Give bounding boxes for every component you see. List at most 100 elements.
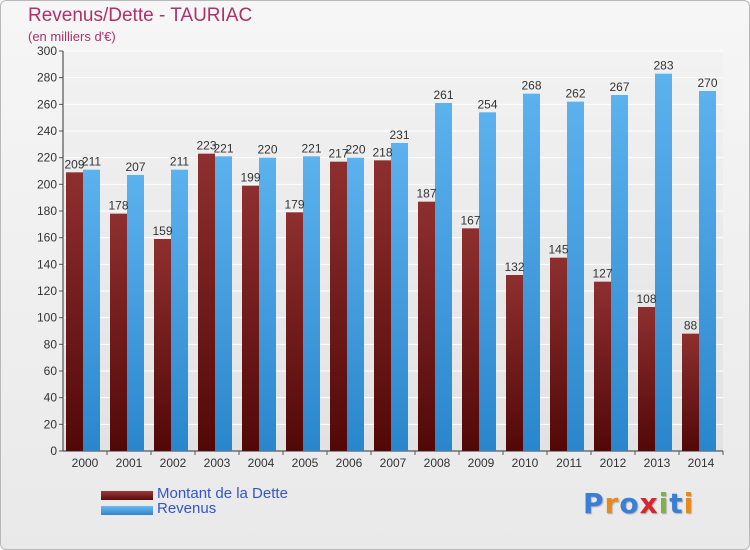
y-tick-label: 20 <box>44 417 58 431</box>
x-tick-label: 2005 <box>292 456 319 470</box>
y-tick-label: 200 <box>37 177 57 191</box>
data-label: 223 <box>196 139 216 153</box>
x-tick-label: 2004 <box>248 456 275 470</box>
bar-revenus <box>655 73 672 452</box>
data-label: 211 <box>82 155 101 169</box>
data-label: 231 <box>389 128 409 142</box>
y-tick-label: 280 <box>37 71 57 85</box>
bar-dette <box>506 275 523 451</box>
data-label: 262 <box>565 87 585 101</box>
data-label: 167 <box>460 213 480 227</box>
y-tick-label: 120 <box>37 284 57 298</box>
x-tick-label: 2001 <box>116 456 143 470</box>
bar-revenus <box>127 175 144 451</box>
data-label: 221 <box>301 141 321 155</box>
bar-dette <box>638 307 655 451</box>
bar-revenus <box>391 143 408 451</box>
bar-dette <box>594 281 611 451</box>
bar-dette <box>286 212 303 451</box>
chart-subtitle: (en milliers d'€) <box>28 29 116 44</box>
x-tick-label: 2009 <box>468 456 495 470</box>
data-label: 283 <box>653 59 673 73</box>
logo-letter: t <box>669 487 684 520</box>
proxiti-logo: Proxiti <box>583 487 694 520</box>
bar-revenus <box>215 156 232 452</box>
x-tick-label: 2014 <box>688 456 715 470</box>
y-tick-label: 160 <box>37 231 57 245</box>
data-label: 261 <box>433 88 453 102</box>
data-label: 217 <box>328 147 348 161</box>
bar-revenus <box>347 157 364 451</box>
y-tick-label: 60 <box>44 364 58 378</box>
x-tick-label: 2008 <box>424 456 451 470</box>
data-label: 127 <box>592 267 612 281</box>
y-tick-label: 100 <box>37 311 57 325</box>
bar-dette <box>242 185 259 451</box>
logo-letter: o <box>619 487 640 520</box>
data-label: 199 <box>240 171 260 185</box>
bar-revenus <box>303 156 320 452</box>
x-tick-label: 2011 <box>556 456 582 470</box>
x-tick-label: 2013 <box>644 456 671 470</box>
data-label: 132 <box>504 260 524 274</box>
x-tick-label: 2002 <box>160 456 187 470</box>
x-tick-label: 2003 <box>204 456 231 470</box>
data-label: 145 <box>548 243 568 257</box>
data-label: 159 <box>152 224 172 238</box>
bar-dette <box>198 153 215 451</box>
bar-revenus <box>171 169 188 451</box>
bar-revenus <box>611 95 628 451</box>
bar-dette <box>110 213 127 451</box>
x-tick-label: 2000 <box>72 456 99 470</box>
bar-dette <box>330 161 347 451</box>
y-tick-label: 140 <box>37 257 57 271</box>
legend-label-revenus: Revenus <box>157 500 217 517</box>
y-tick-label: 240 <box>37 124 57 138</box>
bar-dette <box>154 239 171 451</box>
y-tick-label: 80 <box>44 337 58 351</box>
bar-dette <box>66 172 83 452</box>
data-label: 270 <box>697 76 717 90</box>
bar-dette <box>550 257 567 451</box>
y-tick-label: 300 <box>37 44 57 58</box>
x-tick-label: 2010 <box>512 456 539 470</box>
data-label: 220 <box>345 143 365 157</box>
bar-revenus <box>699 91 716 451</box>
data-label: 178 <box>108 199 128 213</box>
bar-dette <box>682 333 699 451</box>
y-tick-label: 260 <box>37 97 57 111</box>
bar-dette <box>418 201 435 451</box>
bar-revenus <box>567 101 584 452</box>
x-tick-label: 2006 <box>336 456 363 470</box>
logo-letter: P <box>583 487 605 520</box>
data-label: 187 <box>416 187 436 201</box>
data-label: 209 <box>64 157 84 171</box>
data-label: 268 <box>521 79 541 93</box>
bar-dette <box>462 228 479 451</box>
logo-letter: i <box>683 487 695 520</box>
y-tick-label: 180 <box>37 204 57 218</box>
logo-letter: x <box>639 487 659 520</box>
data-label: 207 <box>125 160 145 174</box>
bar-revenus <box>435 103 452 451</box>
bar-revenus <box>523 93 540 452</box>
legend-swatch-dette <box>101 491 153 500</box>
y-tick-label: 40 <box>44 391 58 405</box>
legend-label-dette: Montant de la Dette <box>157 485 288 502</box>
legend-swatch-revenus <box>101 506 153 515</box>
data-label: 211 <box>170 155 189 169</box>
data-label: 108 <box>636 292 656 306</box>
data-label: 221 <box>213 141 233 155</box>
logo-letter: r <box>604 487 620 520</box>
data-label: 218 <box>372 145 392 159</box>
bar-revenus <box>259 157 276 451</box>
data-label: 267 <box>609 80 629 94</box>
data-label: 220 <box>257 143 277 157</box>
data-label: 254 <box>477 97 497 111</box>
bar-revenus <box>479 112 496 451</box>
bar-dette <box>374 160 391 452</box>
x-tick-label: 2007 <box>380 456 407 470</box>
logo-letter: i <box>658 487 670 520</box>
